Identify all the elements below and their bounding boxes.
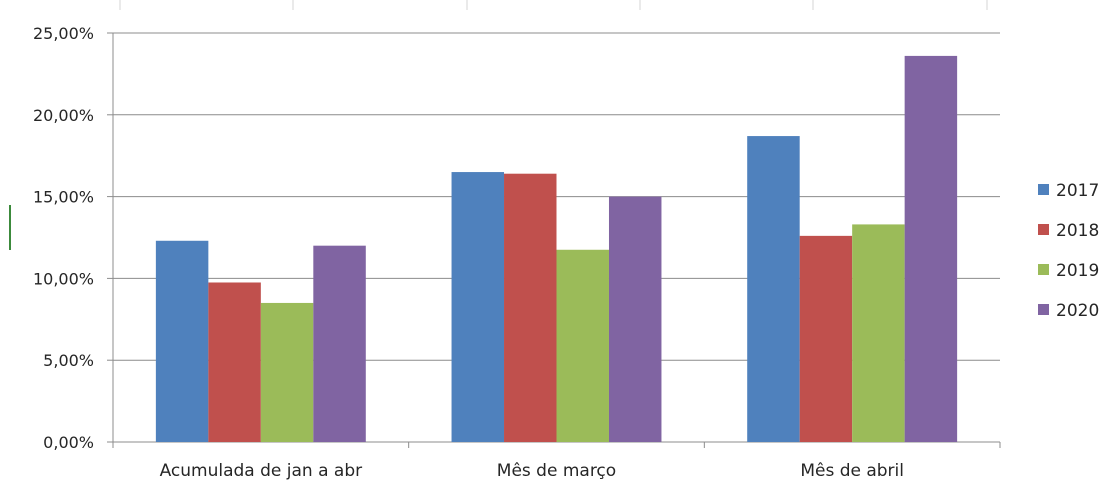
- y-tick-label: 0,00%: [43, 433, 94, 452]
- bar-2020: [313, 245, 366, 442]
- legend-label: 2017: [1056, 181, 1099, 201]
- chart-bars: [155, 55, 958, 443]
- legend-swatch-2018: [1038, 224, 1049, 235]
- y-tick-label: 25,00%: [33, 24, 94, 43]
- bar-2020: [608, 196, 662, 442]
- bar-2017: [451, 172, 505, 442]
- bar-2019: [556, 249, 609, 442]
- x-category-label: Mês de abril: [800, 461, 904, 481]
- bar-2019: [260, 302, 314, 442]
- bar-2020: [904, 55, 958, 443]
- x-axis-category-labels: Acumulada de jan a abr Mês de março Mês de…: [160, 461, 904, 481]
- chart-legend: 2017 2018 2019 2020: [1038, 181, 1099, 321]
- legend-label: 2019: [1056, 261, 1099, 281]
- legend-label: 2018: [1056, 221, 1099, 241]
- legend-swatch-2019: [1038, 264, 1049, 275]
- bar-2018: [799, 235, 853, 442]
- y-tick-label: 10,00%: [33, 269, 94, 288]
- legend-swatch-2020: [1038, 304, 1049, 315]
- bar-2017: [747, 136, 800, 442]
- x-category-label: Mês de março: [497, 461, 616, 481]
- bar-2019: [852, 224, 905, 442]
- bar-2018: [208, 282, 261, 442]
- legend-label: 2020: [1056, 301, 1099, 321]
- y-tick-label: 15,00%: [33, 188, 94, 207]
- y-axis-tick-labels: 0,00% 5,00% 10,00% 15,00% 20,00% 25,00%: [33, 24, 94, 452]
- legend-swatch-2017: [1038, 184, 1049, 195]
- bar-2017: [155, 240, 209, 442]
- y-tick-label: 20,00%: [33, 106, 94, 125]
- bar-2018: [504, 173, 557, 443]
- y-tick-label: 5,00%: [43, 351, 94, 370]
- x-category-label: Acumulada de jan a abr: [160, 461, 363, 481]
- spreadsheet-gridlines: [9, 0, 988, 250]
